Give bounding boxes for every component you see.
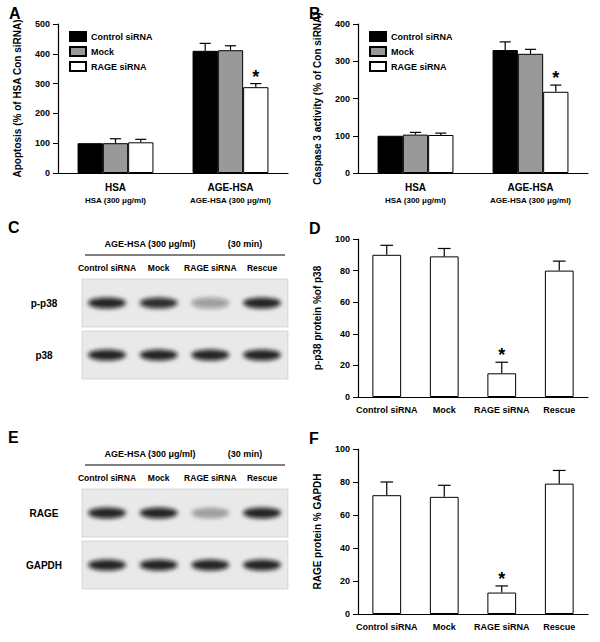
svg-text:HSA: HSA — [405, 182, 426, 193]
svg-text:Control siRNA: Control siRNA — [78, 473, 136, 483]
svg-text:80: 80 — [340, 477, 350, 487]
svg-text:RAGE siRNA: RAGE siRNA — [474, 622, 530, 632]
svg-text:Control siRNA: Control siRNA — [78, 263, 136, 273]
svg-text:300: 300 — [35, 79, 50, 89]
svg-text:*: * — [498, 569, 505, 589]
svg-text:B: B — [309, 5, 321, 22]
svg-text:AGE-HSA (300 μg/ml): AGE-HSA (300 μg/ml) — [104, 239, 195, 249]
svg-text:0: 0 — [345, 392, 350, 402]
svg-text:Control siRNA: Control siRNA — [91, 32, 153, 42]
svg-text:AGE-HSA (300 μg/ml): AGE-HSA (300 μg/ml) — [104, 449, 195, 459]
svg-text:Mock: Mock — [148, 473, 170, 483]
svg-text:C: C — [8, 219, 20, 236]
svg-text:Control siRNA: Control siRNA — [391, 32, 453, 42]
svg-text:Rescue: Rescue — [543, 405, 575, 415]
svg-text:HSA (300 μg/ml): HSA (300 μg/ml) — [85, 196, 146, 205]
svg-text:60: 60 — [340, 510, 350, 520]
svg-text:D: D — [309, 220, 321, 237]
svg-text:HSA (300 μg/ml): HSA (300 μg/ml) — [385, 196, 446, 205]
svg-text:RAGE siRNA: RAGE siRNA — [474, 405, 530, 415]
svg-text:RAGE siRNA: RAGE siRNA — [184, 263, 236, 273]
svg-text:E: E — [8, 429, 19, 446]
svg-text:Mock: Mock — [433, 622, 457, 632]
svg-text:500: 500 — [35, 19, 50, 29]
svg-text:0: 0 — [345, 609, 350, 619]
svg-text:F: F — [309, 430, 319, 447]
svg-text:Control siRNA: Control siRNA — [356, 622, 418, 632]
svg-text:AGE-HSA (300 μg/ml): AGE-HSA (300 μg/ml) — [490, 196, 571, 205]
svg-text:*: * — [552, 68, 559, 88]
svg-text:100: 100 — [335, 234, 350, 244]
svg-text:AGE-HSA: AGE-HSA — [207, 182, 253, 193]
svg-text:400: 400 — [35, 49, 50, 59]
svg-text:40: 40 — [340, 329, 350, 339]
svg-text:(30 min): (30 min) — [228, 449, 263, 459]
svg-text:Mock: Mock — [148, 263, 170, 273]
svg-text:0: 0 — [45, 168, 50, 178]
svg-text:*: * — [252, 67, 259, 87]
svg-text:60: 60 — [340, 297, 350, 307]
svg-text:AGE-HSA (300 μg/ml): AGE-HSA (300 μg/ml) — [190, 196, 271, 205]
svg-text:A: A — [9, 5, 21, 22]
svg-text:Caspase 3 activity (% of Con s: Caspase 3 activity (% of Con siRNA) — [312, 12, 323, 184]
svg-text:100: 100 — [335, 444, 350, 454]
svg-text:RAGE protein % GAPDH: RAGE protein % GAPDH — [312, 473, 323, 589]
svg-text:Rescue: Rescue — [247, 263, 278, 273]
svg-text:0: 0 — [345, 168, 350, 178]
svg-text:20: 20 — [340, 576, 350, 586]
svg-text:Rescue: Rescue — [247, 473, 278, 483]
svg-text:RAGE siRNA: RAGE siRNA — [184, 473, 236, 483]
svg-text:100: 100 — [35, 138, 50, 148]
svg-text:200: 200 — [35, 108, 50, 118]
svg-text:Apoptosis (% of HSA Con siRNA): Apoptosis (% of HSA Con siRNA) — [12, 20, 23, 178]
svg-text:Mock: Mock — [91, 47, 115, 57]
svg-text:(30 min): (30 min) — [228, 239, 263, 249]
svg-text:Mock: Mock — [391, 47, 415, 57]
svg-text:400: 400 — [335, 19, 350, 29]
svg-text:RAGE: RAGE — [30, 508, 59, 519]
svg-text:100: 100 — [335, 131, 350, 141]
svg-text:Control siRNA: Control siRNA — [356, 405, 418, 415]
svg-text:p-p38 protein %of p38: p-p38 protein %of p38 — [312, 265, 323, 370]
svg-text:Rescue: Rescue — [543, 622, 575, 632]
svg-text:RAGE siRNA: RAGE siRNA — [391, 62, 447, 72]
svg-text:AGE-HSA: AGE-HSA — [507, 182, 553, 193]
svg-text:80: 80 — [340, 266, 350, 276]
svg-text:200: 200 — [335, 94, 350, 104]
svg-text:p38: p38 — [35, 350, 53, 361]
svg-text:RAGE siRNA: RAGE siRNA — [91, 62, 147, 72]
svg-text:20: 20 — [340, 360, 350, 370]
svg-text:40: 40 — [340, 543, 350, 553]
svg-text:Mock: Mock — [433, 405, 457, 415]
svg-text:p-p38: p-p38 — [31, 298, 58, 309]
svg-text:*: * — [498, 345, 505, 365]
svg-text:HSA: HSA — [105, 182, 126, 193]
svg-text:GAPDH: GAPDH — [26, 560, 62, 571]
svg-text:300: 300 — [335, 56, 350, 66]
